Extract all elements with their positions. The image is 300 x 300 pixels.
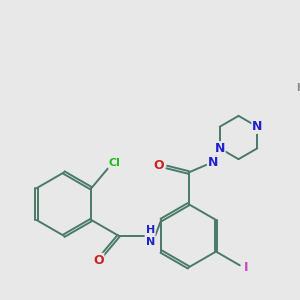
Text: Cl: Cl bbox=[109, 158, 121, 168]
Text: H
N: H N bbox=[146, 225, 155, 247]
Text: I: I bbox=[244, 261, 248, 274]
Text: H: H bbox=[296, 82, 300, 93]
Text: N: N bbox=[214, 142, 225, 155]
Text: N: N bbox=[208, 156, 218, 169]
Text: O: O bbox=[93, 254, 104, 266]
Text: N: N bbox=[252, 120, 262, 133]
Text: O: O bbox=[153, 159, 164, 172]
